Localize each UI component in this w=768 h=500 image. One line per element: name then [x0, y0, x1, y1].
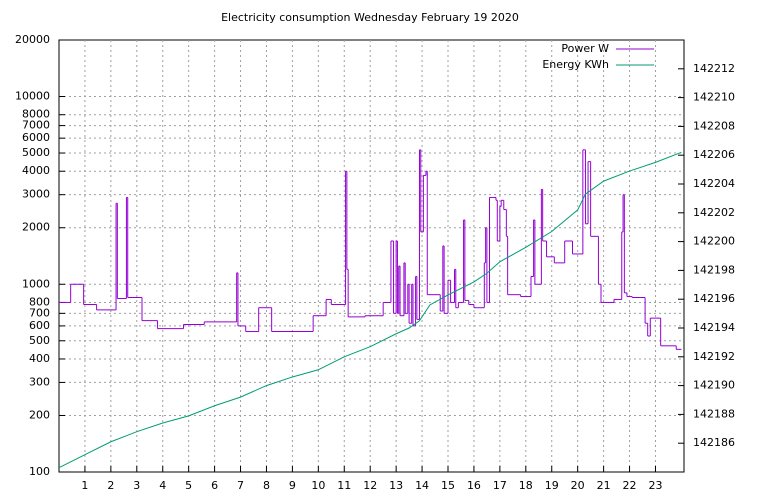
y-tick-label: 800 — [29, 295, 50, 308]
x-tick-label: 5 — [185, 479, 192, 492]
y2-tick-label: 142202 — [693, 206, 735, 219]
y-tick-label: 6000 — [22, 131, 50, 144]
y-tick-label: 600 — [29, 319, 50, 332]
y2-tick-label: 142198 — [693, 263, 735, 276]
x-tick-label: 8 — [263, 479, 270, 492]
x-tick-label: 7 — [237, 479, 244, 492]
y-tick-label: 5000 — [22, 146, 50, 159]
y-tick-label: 500 — [29, 334, 50, 347]
x-tick-label: 23 — [648, 479, 662, 492]
y-tick-label: 700 — [29, 306, 50, 319]
x-tick-label: 19 — [545, 479, 559, 492]
x-tick-label: 15 — [441, 479, 455, 492]
y-tick-label: 2000 — [22, 221, 50, 234]
y-tick-label: 3000 — [22, 188, 50, 201]
y2-tick-label: 142212 — [693, 62, 735, 75]
x-tick-label: 17 — [493, 479, 507, 492]
y-tick-label: 7000 — [22, 119, 50, 132]
x-tick-label: 3 — [133, 479, 140, 492]
x-tick-label: 1 — [81, 479, 88, 492]
x-tick-label: 11 — [337, 479, 351, 492]
y-tick-label: 10000 — [15, 90, 50, 103]
y2-tick-label: 142190 — [693, 379, 735, 392]
y2-tick-label: 142194 — [693, 321, 735, 334]
x-tick-label: 21 — [597, 479, 611, 492]
y2-tick-label: 142204 — [693, 177, 735, 190]
x-tick-label: 13 — [389, 479, 403, 492]
legend-label: Power W — [561, 42, 609, 55]
x-tick-label: 20 — [571, 479, 585, 492]
y2-tick-label: 142200 — [693, 235, 735, 248]
y-tick-label: 300 — [29, 375, 50, 388]
x-tick-label: 2 — [107, 479, 114, 492]
y2-tick-label: 142188 — [693, 407, 735, 420]
y2-tick-label: 142210 — [693, 91, 735, 104]
chart-title: Electricity consumption Wednesday Februa… — [221, 11, 519, 24]
x-tick-label: 16 — [467, 479, 481, 492]
y-tick-label: 20000 — [15, 33, 50, 46]
x-tick-label: 18 — [519, 479, 533, 492]
legend-label: Energy KWh — [542, 58, 609, 71]
energy-line — [58, 151, 682, 469]
y-tick-label: 100 — [29, 465, 50, 478]
y-tick-label: 200 — [29, 408, 50, 421]
y2-tick-label: 142196 — [693, 292, 735, 305]
plot-frame — [58, 39, 685, 473]
x-tick-label: 6 — [211, 479, 218, 492]
x-tick-label: 4 — [159, 479, 166, 492]
y-tick-label: 400 — [29, 352, 50, 365]
x-tick-label: 12 — [363, 479, 377, 492]
y-tick-label: 1000 — [22, 277, 50, 290]
y2-tick-label: 142192 — [693, 350, 735, 363]
y-tick-label: 4000 — [22, 164, 50, 177]
y2-tick-label: 142186 — [693, 436, 735, 449]
y-tick-label: 8000 — [22, 108, 50, 121]
y2-tick-label: 142208 — [693, 119, 735, 132]
x-tick-label: 9 — [289, 479, 296, 492]
x-tick-label: 22 — [623, 479, 637, 492]
x-tick-label: 14 — [415, 479, 429, 492]
x-tick-label: 10 — [311, 479, 325, 492]
y2-tick-label: 142206 — [693, 148, 735, 161]
